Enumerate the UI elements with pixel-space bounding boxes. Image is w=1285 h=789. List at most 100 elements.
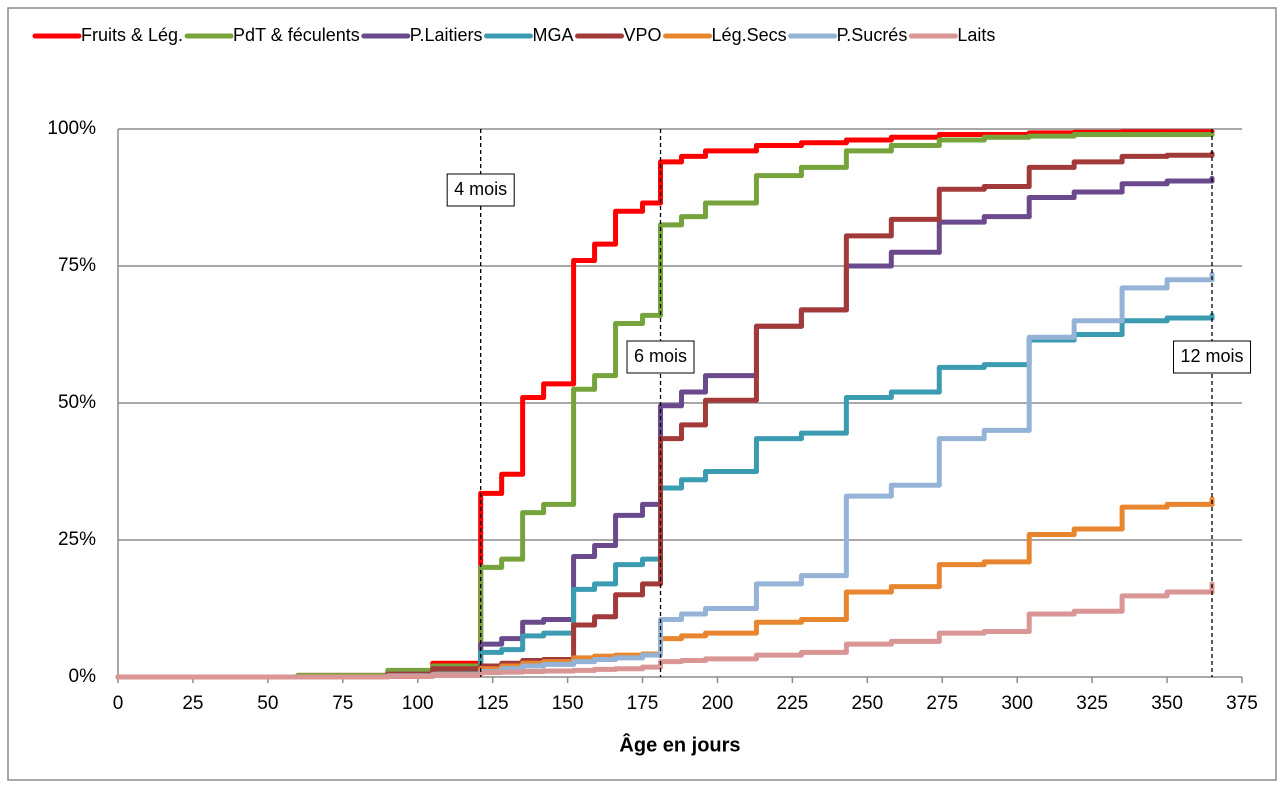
x-tick-label: 125 (477, 693, 509, 714)
step-segment (753, 652, 804, 662)
step-segment (613, 666, 646, 672)
step-segment (843, 137, 894, 146)
step-segment (888, 142, 942, 154)
step-segment (571, 622, 598, 662)
step-segment (520, 510, 547, 562)
step-segment (678, 389, 708, 409)
step-segment (1071, 131, 1125, 139)
step-segment (640, 556, 664, 568)
step-segment (1071, 608, 1125, 617)
step-segment (753, 581, 804, 611)
step-segment (613, 321, 646, 379)
step-segment (1026, 133, 1077, 140)
step-segment (753, 436, 804, 474)
step-segment (936, 219, 987, 255)
step-segment (640, 312, 664, 327)
step-segment (936, 436, 987, 488)
legend-label: VPO (624, 25, 662, 45)
step-segment (678, 153, 708, 165)
step-segment (571, 258, 598, 387)
x-tick-label: 350 (1151, 693, 1183, 714)
x-tick-label: 75 (332, 693, 353, 714)
step-segment (520, 669, 547, 675)
step-segment (678, 633, 708, 642)
step-segment (798, 307, 849, 329)
step-segment (936, 364, 987, 395)
step-segment (1164, 501, 1215, 510)
x-tick-label: 175 (627, 693, 659, 714)
legend-label: P.Sucrés (837, 25, 908, 45)
step-segment (798, 430, 849, 442)
step-segment (592, 241, 619, 264)
step-segment (499, 636, 526, 647)
y-tick-label: 50% (58, 392, 96, 413)
legend-label: MGA (533, 25, 574, 45)
step-segment (843, 148, 894, 170)
step-segment (702, 606, 759, 617)
step-segment (592, 581, 619, 592)
grid: 0% 25% 50% 75% 100% 0 25 50 75 100 125 150 175 200 225… (47, 118, 1257, 714)
x-tick-label: 375 (1226, 693, 1258, 714)
step-segment (541, 668, 577, 675)
step-segment (981, 362, 1032, 370)
step-segment (499, 647, 526, 655)
annotation-box (446, 173, 515, 207)
step-segment (678, 658, 708, 665)
step-segment (541, 630, 577, 639)
step-segment (936, 137, 987, 148)
step-segment (753, 323, 804, 403)
step-segment (888, 482, 942, 499)
step-segment (702, 373, 759, 395)
step-segment (798, 616, 849, 625)
step-segment (678, 422, 708, 442)
series (115, 581, 1215, 680)
step-segment (981, 629, 1032, 636)
step-segment (541, 501, 577, 516)
step-segment (640, 200, 664, 214)
step-segment (798, 140, 849, 148)
y-tick-label: 25% (58, 529, 96, 550)
step-segment (981, 427, 1032, 442)
step-segment (640, 664, 664, 672)
step-segment (753, 142, 804, 154)
step-segment (499, 471, 526, 496)
step-segment (1164, 589, 1215, 599)
step-segment (478, 670, 505, 678)
step-segment (843, 233, 894, 313)
step-segment (640, 581, 664, 598)
step-segment (936, 630, 987, 644)
x-tick-label: 25 (182, 693, 203, 714)
legend-label: Fruits & Lég. (81, 25, 183, 45)
step-segment (1164, 315, 1215, 324)
step-segment (843, 395, 894, 436)
step-segment (613, 512, 646, 548)
step-segment (520, 663, 547, 672)
chart-frame (7, 7, 1277, 781)
annotation-box (626, 340, 695, 374)
annotation: 4 mois (454, 179, 507, 199)
legend-label: Laits (957, 25, 995, 45)
step-segment (1026, 611, 1077, 635)
step-segment (592, 373, 619, 392)
step-segment (678, 611, 708, 622)
step-segment (702, 469, 759, 483)
step-segment (613, 208, 646, 247)
legend-label: Lég.Secs (712, 25, 787, 45)
step-segment (1071, 526, 1125, 538)
step-segment (1071, 189, 1125, 200)
annotation: 12 mois (1181, 346, 1244, 366)
step-segment (571, 659, 598, 667)
x-tick-label: 200 (702, 693, 734, 714)
step-segment (888, 134, 942, 143)
step-segment (541, 661, 577, 669)
step-segment (936, 186, 987, 222)
step-segment (541, 616, 577, 625)
annotation: 6 mois (634, 346, 687, 366)
step-segment (702, 148, 759, 159)
step-segment (798, 573, 849, 587)
step-segment (936, 131, 987, 140)
x-tick-label: 150 (552, 693, 584, 714)
step-segment (592, 666, 619, 673)
step-segment (1119, 504, 1170, 532)
step-segment (888, 216, 942, 239)
